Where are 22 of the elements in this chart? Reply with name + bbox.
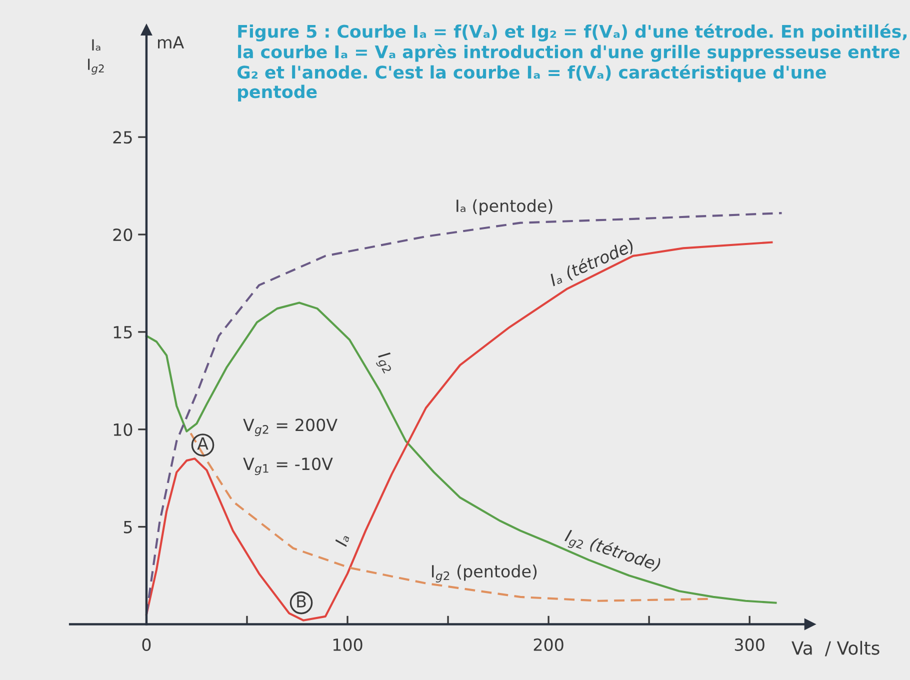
x-axis-title: Va / Volts <box>792 640 880 656</box>
y-tick-label: 25 <box>113 131 132 144</box>
x-tick-label: 300 <box>734 638 764 652</box>
y-tick-label: 10 <box>114 423 132 436</box>
y-axis-title: Iₐ I$_{g2}$ <box>88 39 104 75</box>
annotation: Iₐ <box>334 534 350 547</box>
series-label: Iₐ (pentode) <box>456 199 552 216</box>
text: I$_{g2}$ (tétrode) <box>562 528 662 576</box>
x-tick-label: 200 <box>534 638 564 652</box>
annotation: V$_{g1}$ = -10V <box>243 458 333 476</box>
y-tick-label: 20 <box>113 228 132 242</box>
annotation: A <box>197 437 208 450</box>
series-label: I$_{g2}$ (pentode) <box>432 564 537 582</box>
y-tick-label: 15 <box>114 326 132 339</box>
annotation: B <box>297 595 306 608</box>
x-tick-label: 0 <box>142 638 151 652</box>
x-tick-label: 100 <box>333 638 362 652</box>
text: Figure 5 : Courbe Iₐ = f(Vₐ) et Ig₂ = f(Vₐ) d'une tétrode. En pointillés, la courbe Iₐ = Vₐ après introduction d'une grille suppresseuse entre G₂ et l'anode. C'est la courbe Iₐ = f(Vₐ) caractéristique d'une pentode <box>237 24 906 102</box>
annotation: I$_{g2}$ <box>373 350 398 375</box>
y-tick-label: 5 <box>124 520 132 534</box>
annotation: mA <box>158 36 184 48</box>
annotation: V$_{g2}$ = 200V <box>243 418 338 436</box>
